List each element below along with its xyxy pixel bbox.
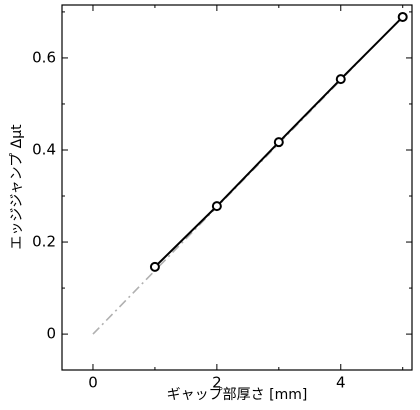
x-tick-label: 4 <box>336 374 346 392</box>
plot-frame <box>61 4 413 371</box>
y-tick-label: 0.6 <box>32 48 56 66</box>
data-point <box>211 201 222 212</box>
y-tick-label: 0.4 <box>32 140 56 158</box>
x-axis-label: ギャップ部厚さ [mm] <box>167 387 308 403</box>
data-point <box>149 261 160 272</box>
x-tick-label: 0 <box>88 374 98 392</box>
data-point <box>273 137 284 148</box>
data-point <box>397 11 408 22</box>
data-point <box>335 74 346 85</box>
y-tick-label: 0 <box>46 325 56 343</box>
x-tick-label: 2 <box>212 374 222 392</box>
y-tick-label: 0.2 <box>32 233 56 251</box>
y-axis-label: エッジジャンプ Δμt <box>9 124 25 250</box>
